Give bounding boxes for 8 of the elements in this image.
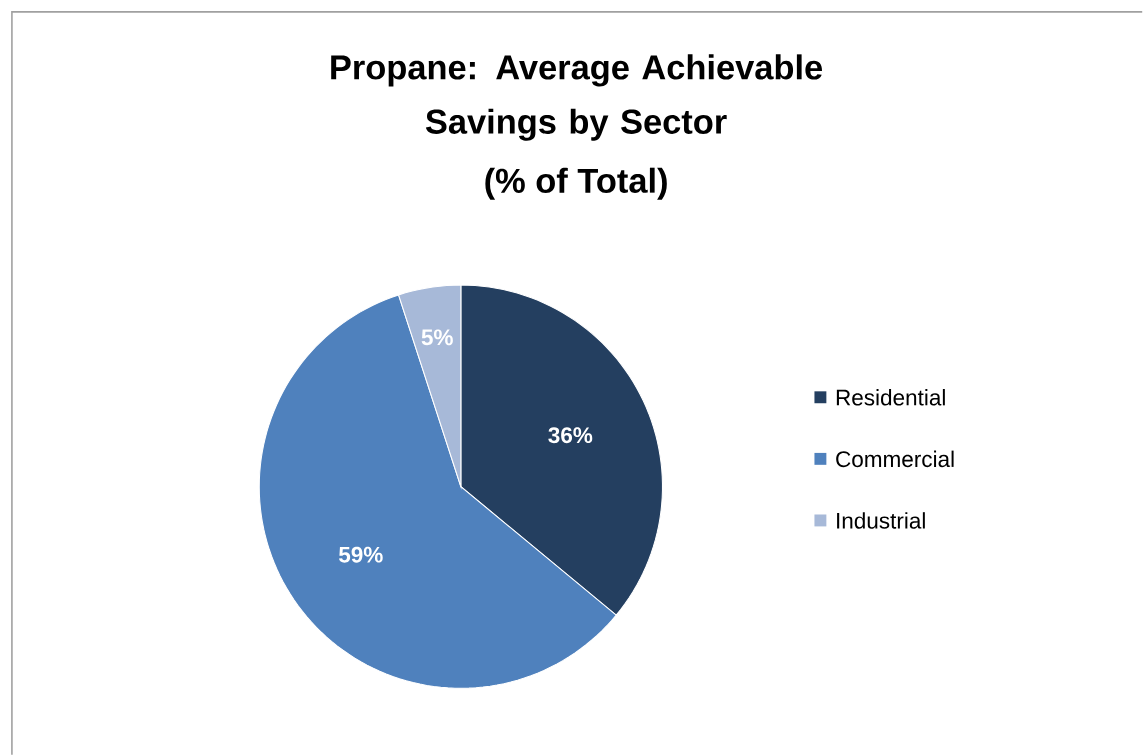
chart-subtitle: (% of Total): [485, 167, 667, 200]
legend-label: Commercial: [836, 450, 954, 468]
legend-label: Residential: [836, 389, 945, 406]
data-label: 5%: [421, 329, 453, 346]
data-label: 59%: [338, 546, 383, 563]
chart-title: Propane: Average Achievable Savings by Sector: [331, 54, 823, 142]
legend-label: Industrial: [837, 512, 925, 529]
data-label: 36%: [548, 427, 593, 444]
